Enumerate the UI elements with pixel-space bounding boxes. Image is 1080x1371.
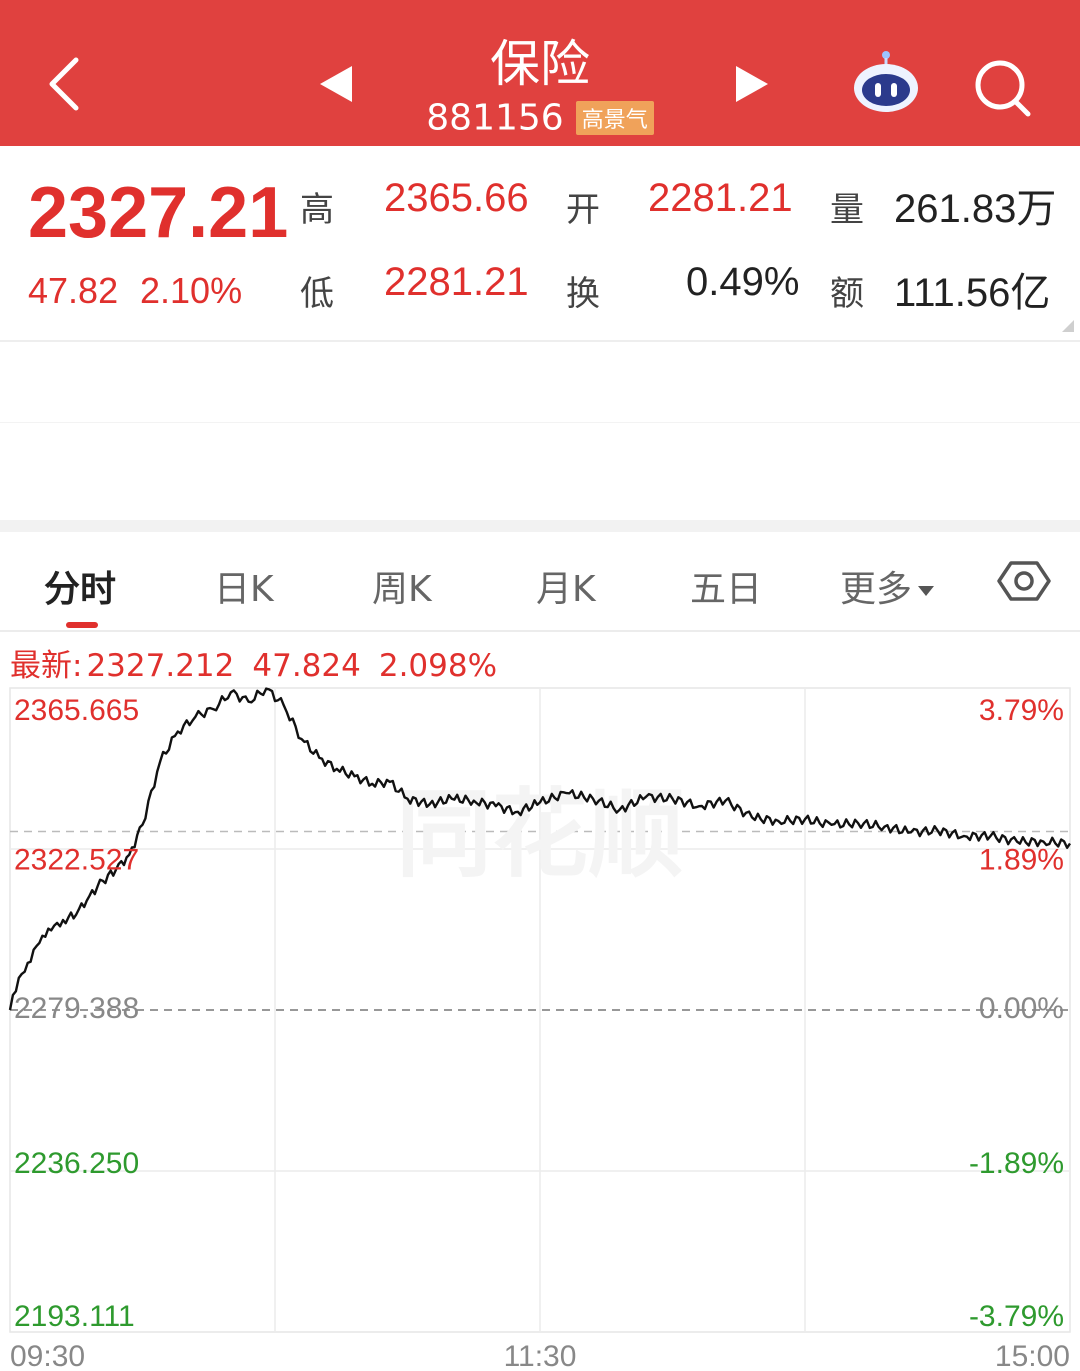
chart-settings-button[interactable] [996, 552, 1052, 610]
high-label: 高 [300, 190, 334, 230]
turnover-label: 换 [566, 274, 600, 314]
sector-tag-badge[interactable]: 高景气 [575, 101, 654, 135]
high-value: 2365.66 [384, 176, 529, 220]
next-icon [736, 66, 768, 102]
tab-weekly-k[interactable]: 周K [372, 569, 432, 610]
tab-intraday[interactable]: 分时 [44, 569, 117, 610]
sector-title: 保险 [490, 35, 590, 93]
y-tick-label-left: 2236.250 [14, 1147, 139, 1180]
back-icon [49, 57, 79, 111]
y-tick-label-left: 2365.665 [14, 694, 139, 727]
y-tick-label-right: -3.79% [969, 1300, 1064, 1333]
y-tick-label-left: 2193.111 [14, 1300, 135, 1333]
latest-label: 最新: [10, 648, 83, 684]
low-label: 低 [300, 274, 334, 314]
last-price: 2327.21 [28, 173, 289, 253]
assistant-button[interactable] [848, 46, 924, 122]
x-tick-label: 15:00 [995, 1340, 1070, 1371]
price-change-percent: 2.10% [140, 270, 243, 311]
y-tick-label-right: -1.89% [969, 1147, 1064, 1180]
robot-icon [854, 51, 918, 112]
divider [0, 422, 1080, 423]
low-value: 2281.21 [384, 260, 529, 304]
sector-code: 881156 [426, 97, 564, 139]
search-icon [975, 60, 1031, 117]
latest-change: 47.824 [252, 648, 361, 684]
volume-value: 261.83万 [894, 187, 1057, 231]
back-button[interactable] [36, 48, 96, 120]
amount-value: 111.56亿 [894, 271, 1051, 315]
sector-subtitle: 881156 高景气 [0, 96, 1080, 139]
open-label: 开 [566, 190, 600, 230]
price-change: 47.82 [28, 270, 119, 311]
search-button[interactable] [968, 52, 1038, 122]
active-tab-indicator [66, 622, 98, 628]
quote-panel: 2327.21 47.82 2.10% 高 2365.66 低 2281.21 … [0, 146, 1080, 342]
y-tick-label-right: 1.89% [979, 844, 1064, 877]
y-tick-label-left: 2322.527 [14, 844, 139, 877]
settings-icon [997, 561, 1051, 601]
tab-monthly-k[interactable]: 月K [536, 569, 596, 610]
price-line [8, 687, 1071, 1011]
y-tick-label-right: 0.00% [979, 992, 1064, 1025]
tab-more[interactable]: 更多 [840, 560, 935, 612]
watermark-logo: 同花顺 [396, 779, 684, 891]
chart-period-tabs: 分时 日K 周K 月K 五日 更多 [0, 532, 1080, 632]
next-sector-button[interactable] [722, 56, 778, 112]
previous-sector-button[interactable] [310, 56, 366, 112]
turnover-value: 0.49% [686, 260, 800, 304]
latest-quote-line: 最新: 2327.212 47.824 2.098% [10, 640, 515, 685]
caret-down-icon [918, 586, 935, 596]
tab-daily-k[interactable]: 日K [214, 569, 274, 610]
tab-more-label: 更多 [840, 569, 913, 610]
prev-icon [320, 66, 352, 102]
x-tick-label: 11:30 [504, 1340, 577, 1371]
section-gap [0, 520, 1080, 532]
intraday-chart[interactable]: 同花顺 2365.665 2322.527 2279.388 2236.250 2193.… [0, 680, 1080, 1371]
open-value: 2281.21 [648, 176, 793, 220]
latest-price: 2327.212 [86, 648, 235, 684]
tab-five-day[interactable]: 五日 [690, 569, 763, 610]
volume-label: 量 [830, 190, 864, 230]
amount-label: 额 [830, 274, 864, 314]
y-tick-label-left: 2279.388 [14, 992, 139, 1025]
expand-corner-icon[interactable] [1062, 320, 1074, 332]
x-tick-label: 09:30 [10, 1340, 85, 1371]
top-bar: 保险 881156 高景气 [0, 0, 1080, 146]
latest-percent: 2.098% [378, 648, 498, 684]
y-tick-label-right: 3.79% [979, 694, 1064, 727]
